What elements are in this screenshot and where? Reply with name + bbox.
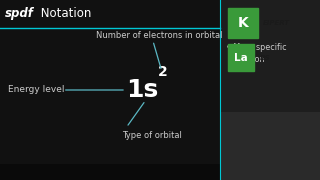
Text: EIPERT: EIPERT: [263, 20, 290, 26]
Text: Notation: Notation: [37, 7, 91, 20]
Bar: [220, 112, 320, 180]
Bar: [0, 164, 220, 180]
Text: BS: BS: [260, 55, 271, 61]
Text: La: La: [234, 53, 248, 63]
Bar: [228, 44, 254, 71]
Text: K: K: [237, 16, 248, 30]
Text: Number of electrons in orbital: Number of electrons in orbital: [96, 31, 222, 40]
Text: spdf: spdf: [5, 7, 34, 20]
Text: 2: 2: [158, 65, 167, 79]
Bar: [228, 8, 258, 38]
Text: Type of orbital: Type of orbital: [122, 131, 181, 140]
Text: Energy level: Energy level: [8, 86, 65, 94]
Bar: [220, 0, 320, 180]
Text: 1s: 1s: [126, 78, 159, 102]
Text: • More specific
  notation: • More specific notation: [227, 43, 287, 64]
